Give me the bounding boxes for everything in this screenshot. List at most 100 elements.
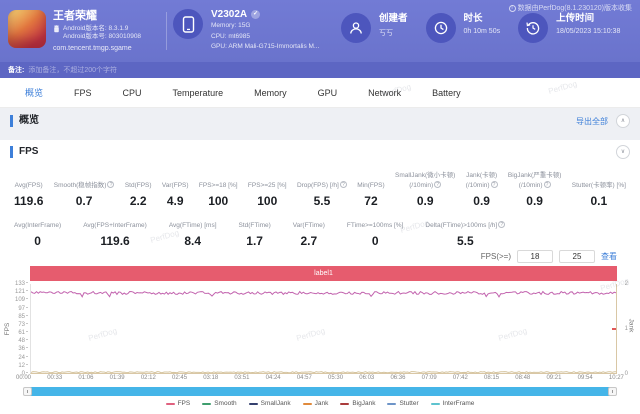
device-memory: Memory: 15G [211, 22, 251, 29]
y-ticks-right: 2 1 0 [625, 281, 628, 377]
y-tick: 121 [15, 289, 28, 295]
report-header: i 数据由PerfDog(8.1.230120)版本收集 王者荣耀 Androi… [0, 0, 640, 62]
legend-item[interactable]: Stutter [387, 400, 419, 407]
metric-info-icon[interactable]: ? [498, 220, 506, 228]
tab[interactable]: 概览 [25, 88, 44, 98]
metric-value: 2.7 [300, 234, 318, 248]
x-tick: 10:27 [608, 375, 624, 381]
metric-info-icon[interactable]: ? [339, 180, 347, 188]
metric-cell: FTime>=100ms [%]? 0 [346, 221, 404, 249]
metric-info-icon[interactable]: ? [107, 180, 115, 188]
tab[interactable]: Battery [432, 87, 461, 98]
y-tick: 61 [18, 330, 28, 336]
legend-item[interactable]: FPS [165, 400, 190, 407]
legend-swatch-icon [387, 402, 397, 405]
x-tick: 00:00 [16, 375, 32, 381]
x-tick: 02:12 [140, 375, 156, 381]
fps-metrics-row2: Avg(InterFrame)? 0 Avg(FPS+InterFrame)? … [0, 208, 640, 248]
tab[interactable]: Temperature [172, 87, 224, 98]
y-axis-label-jank: Jank [627, 318, 635, 333]
overview-title: 概览 [10, 115, 39, 127]
view-link[interactable]: 查看 [601, 251, 617, 261]
fps-threshold-low-input[interactable] [517, 249, 553, 263]
metric-info-icon[interactable]: ? [543, 180, 551, 188]
metric-info-icon[interactable]: ? [490, 180, 498, 188]
metric-value: 0.9 [416, 194, 434, 208]
y-tick: 12 [18, 363, 28, 369]
metric-value: 5.5 [456, 234, 474, 248]
metric-value: 100 [208, 194, 229, 208]
package-name: com.tencent.tmgp.sgame [53, 45, 132, 52]
fps-threshold-high-input[interactable] [559, 249, 595, 263]
game-app-icon [8, 10, 46, 48]
metric-cell: SmallJank(微小卡顿) (/10min)? 0.9 [395, 172, 456, 208]
y-tick: 36 [18, 346, 28, 352]
tab[interactable]: GPU [317, 87, 338, 98]
export-all-link[interactable]: 导出全部 [576, 116, 608, 126]
metric-value: 4.9 [166, 194, 184, 208]
metric-value: 100 [257, 194, 278, 208]
y-tick: 0 [624, 371, 628, 377]
metric-cell: Avg(FPS)? 119.6 [14, 181, 44, 209]
x-tick: 07:09 [421, 375, 437, 381]
legend-swatch-icon [340, 402, 350, 405]
tab[interactable]: FPS [74, 87, 92, 98]
metric-cell: Avg(InterFrame)? 0 [14, 221, 62, 249]
creator-block: 创建者 丂丂 [341, 0, 408, 43]
overview-collapse-button[interactable]: ∧ [616, 114, 630, 128]
device-model: V2302A [211, 9, 248, 20]
note-bar[interactable]: 备注: 添加备注，不超过200个字符 [0, 62, 640, 78]
x-tick: 06:03 [359, 375, 375, 381]
metric-value: 0 [34, 234, 41, 248]
metric-value: 5.5 [313, 194, 331, 208]
metric-value: 0.9 [473, 194, 490, 208]
metric-value: 0.9 [526, 194, 543, 208]
device-block: V2302A ✓ Memory: 15G CPU: mt6985 GPU: AR… [173, 0, 341, 53]
metric-cell: Drop(FPS) [/h]? 5.5 [297, 164, 347, 208]
scene-label-banner[interactable]: label1 [30, 266, 617, 281]
duration-label: 时长 [463, 13, 483, 24]
x-tick: 01:06 [78, 375, 94, 381]
tab[interactable]: Memory [254, 87, 287, 98]
android-version-code: Android版本号: 803010908 [63, 33, 142, 40]
x-tick: 01:39 [109, 375, 125, 381]
device-cpu: CPU: mt6985 [211, 32, 251, 40]
legend-item[interactable]: BigJank [340, 400, 375, 407]
metric-tabs: 概览 FPS CPU Temperature Memory GPU Network Batte… [0, 78, 640, 108]
metric-cell: Min(FPS)? 72 [357, 181, 385, 209]
scrollbar-left-handle[interactable] [23, 387, 32, 396]
y-tick: 48 [18, 338, 28, 344]
metric-cell: Std(FPS)? 2.2 [124, 181, 152, 209]
x-tick: 09:54 [577, 375, 593, 381]
y-tick: 97 [18, 306, 28, 312]
upload-time-label: 上传时间 [556, 13, 595, 24]
chart-plot-area[interactable] [30, 284, 617, 374]
tab[interactable]: Network [368, 87, 402, 98]
overview-section-header: 概览 导出全部 ∧ [0, 108, 640, 134]
scrollbar-right-handle[interactable] [608, 387, 617, 396]
device-gpu: GPU: ARM Mali-G715-Immortalis M... [211, 43, 320, 50]
legend-item[interactable]: SmallJank [248, 400, 291, 407]
metric-value: 2.2 [129, 194, 147, 208]
metric-cell: Var(FPS)? 4.9 [161, 181, 189, 209]
x-tick: 06:36 [390, 375, 406, 381]
y-tick: 1 [624, 326, 628, 332]
tab[interactable]: CPU [122, 87, 142, 98]
legend-item[interactable]: InterFrame [430, 400, 474, 407]
metric-cell: Std(FTime)? 1.7 [238, 221, 271, 249]
legend-item[interactable]: Smooth [202, 400, 237, 407]
fps-chart[interactable]: FPS Jank 133 121 109 97 85 73 61 48 36 24 12 0 2 1 0 [4, 281, 635, 377]
metric-value: 0.7 [75, 194, 93, 208]
fps-collapse-button[interactable]: ∨ [616, 145, 630, 159]
x-tick: 02:45 [172, 375, 188, 381]
metric-cell: FPS>=18 [%]? 100 [198, 181, 238, 209]
header-divider [166, 12, 167, 50]
legend-swatch-icon [302, 402, 312, 405]
metric-cell: Smooth(稳帧指数)? 0.7 [54, 164, 115, 208]
metric-info-icon[interactable]: ? [434, 180, 442, 188]
legend-item[interactable]: Jank [302, 400, 328, 407]
x-tick: 03:51 [234, 375, 250, 381]
legend-swatch-icon [165, 402, 175, 405]
chart-range-scrollbar[interactable] [23, 387, 617, 396]
fps-threshold-controls: FPS(>=) 查看 [0, 248, 640, 264]
